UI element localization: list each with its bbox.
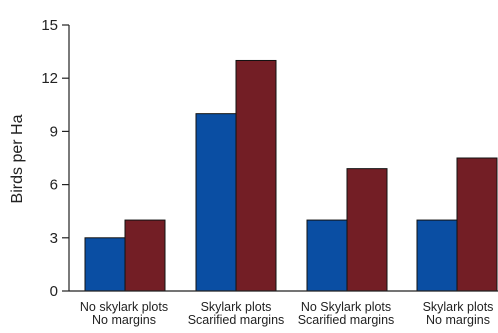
x-category-label-line: No skylark plots	[80, 300, 168, 314]
bar-series1-cat1	[84, 237, 126, 292]
y-tick-label: 12	[41, 70, 58, 87]
x-category-label: Skylark plots No margins	[423, 300, 494, 327]
y-tick-label: 6	[50, 177, 58, 194]
y-tick-label: 15	[41, 17, 58, 34]
x-category-label: No skylark plots No margins	[80, 300, 168, 327]
y-tick-label: 3	[50, 230, 58, 247]
x-category-label: No Skylark plots Scarified margins	[298, 300, 395, 327]
x-category-label-line: Scarified margins	[298, 313, 395, 327]
x-category-label-line: No margins	[92, 313, 156, 327]
x-category-label: Skylark plots Scarified margins	[188, 300, 285, 327]
bar-series2-cat3	[346, 168, 388, 292]
bar-series1-cat4	[416, 219, 458, 292]
x-category-label-line: Skylark plots	[201, 300, 272, 314]
y-tick-label: 0	[50, 283, 58, 300]
y-axis-title: Birds per Ha	[9, 114, 26, 203]
bars-group	[84, 59, 498, 292]
bar-series1-cat3	[306, 219, 348, 292]
bar-series2-cat1	[124, 219, 166, 292]
bar-series1-cat2	[195, 113, 237, 292]
y-tick-label: 9	[50, 123, 58, 140]
x-category-label-line: Skylark plots	[423, 300, 494, 314]
x-category-label-line: No Skylark plots	[301, 300, 391, 314]
bar-series2-cat4	[456, 157, 498, 292]
x-category-label-line: No margins	[426, 313, 490, 327]
x-category-label-line: Scarified margins	[188, 313, 285, 327]
bar-series2-cat2	[235, 59, 277, 292]
axes-group	[62, 24, 498, 292]
